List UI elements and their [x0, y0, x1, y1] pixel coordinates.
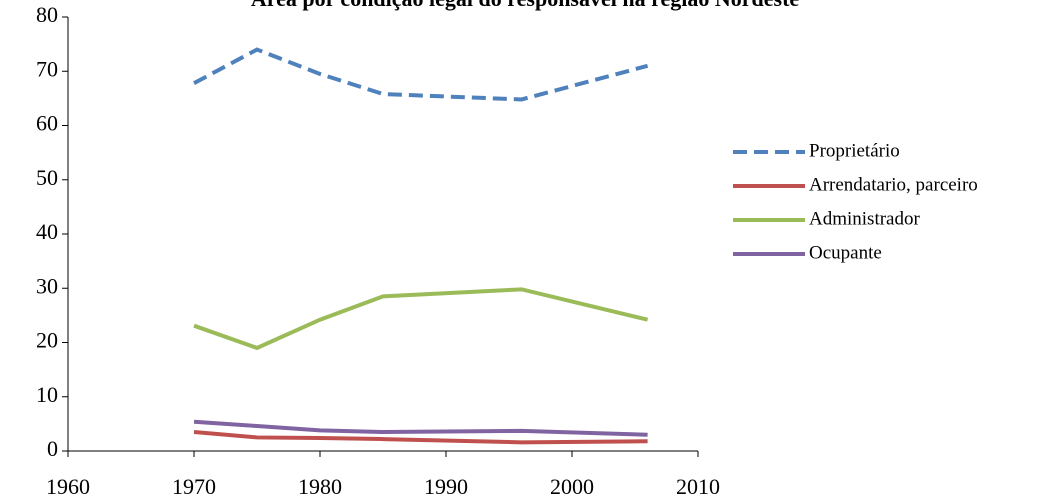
legend-label: Administrador [809, 208, 920, 229]
x-tick-label: 1980 [298, 474, 342, 499]
x-tick-label: 1970 [172, 474, 216, 499]
legend-label: Arrendatario, parceiro [809, 174, 978, 195]
y-tick-label: 50 [36, 165, 58, 190]
y-tick-label: 70 [36, 56, 58, 81]
series-line [193, 47, 649, 102]
y-tick-label: 80 [36, 2, 58, 27]
y-tick-label: 20 [36, 328, 58, 353]
chart-title: Área por condição legal do responsável n… [251, 0, 800, 11]
series-line [193, 287, 649, 351]
legend-label: Proprietário [809, 140, 900, 161]
legend-label: Ocupante [809, 242, 882, 263]
y-tick-label: 0 [47, 436, 58, 461]
x-tick-label: 1960 [46, 474, 90, 499]
y-tick-label: 40 [36, 219, 58, 244]
x-tick-label: 2000 [550, 474, 594, 499]
y-tick-label: 10 [36, 382, 58, 407]
series-line [193, 419, 648, 437]
x-tick-label: 2010 [676, 474, 720, 499]
y-tick-label: 60 [36, 111, 58, 136]
y-tick-label: 30 [36, 273, 58, 298]
x-tick-label: 1990 [424, 474, 468, 499]
series-line [193, 430, 648, 445]
